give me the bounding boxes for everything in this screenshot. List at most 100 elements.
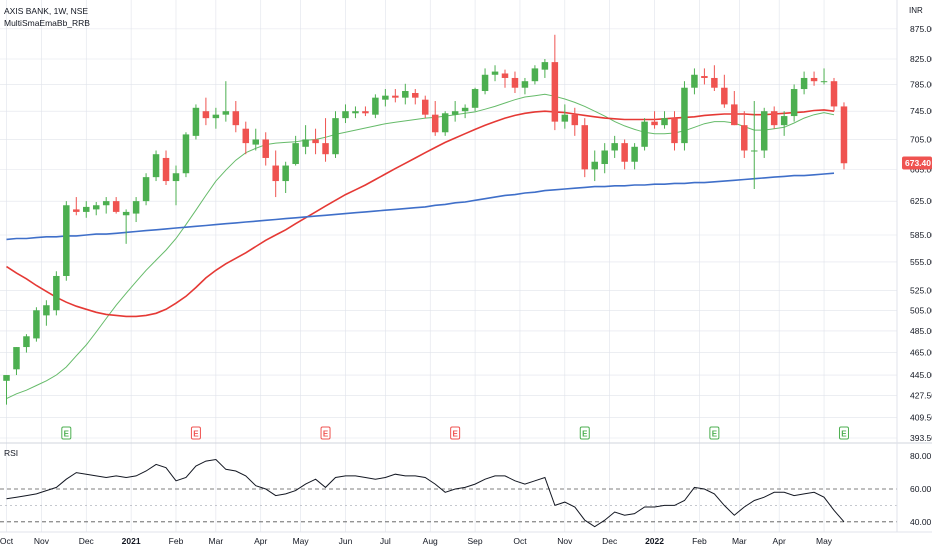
- candle: [511, 71, 519, 93]
- candle: [122, 209, 130, 244]
- candle-body: [92, 205, 100, 210]
- candle-body: [312, 139, 319, 144]
- time-tick-label: Mar: [209, 536, 224, 546]
- candle: [92, 201, 100, 216]
- candle-body: [741, 125, 748, 151]
- candle-body: [202, 111, 210, 119]
- earnings-letter: E: [841, 430, 847, 439]
- candle: [651, 111, 658, 129]
- time-tick-label: Dec: [79, 536, 95, 546]
- time-tick-label: Mar: [732, 536, 747, 546]
- candle: [172, 165, 180, 206]
- candle: [770, 106, 778, 129]
- candle: [83, 201, 90, 218]
- candle: [621, 139, 628, 170]
- indicator-name[interactable]: MultiSmaEmaBb_RRB: [4, 18, 90, 28]
- earnings-flag: [61, 426, 72, 440]
- candle: [810, 71, 818, 86]
- rsi-line: [6, 458, 845, 528]
- candle: [780, 111, 788, 136]
- earnings-letter: E: [452, 430, 458, 439]
- earnings-marker[interactable]: E: [579, 426, 590, 440]
- candle-body: [412, 92, 419, 98]
- price-tick-label: 525.00: [910, 285, 932, 295]
- earnings-marker[interactable]: E: [450, 426, 461, 440]
- candle-body: [242, 128, 250, 144]
- candle: [3, 375, 10, 405]
- time-tick-label: Dec: [602, 536, 618, 546]
- candle-body: [132, 201, 140, 214]
- candle: [840, 102, 848, 170]
- candle-body: [461, 107, 469, 112]
- candle-body: [701, 76, 708, 78]
- candle-body: [342, 111, 349, 119]
- candle-body: [511, 77, 519, 88]
- earnings-letter: E: [712, 430, 718, 439]
- time-tick-label: Feb: [692, 536, 707, 546]
- candle-body: [521, 81, 529, 88]
- candle-body: [302, 139, 309, 147]
- earnings-marker[interactable]: E: [709, 426, 720, 440]
- candle-body: [431, 114, 439, 133]
- price-tick-label: 705.00: [910, 134, 932, 144]
- candle-body: [820, 81, 828, 83]
- candle: [451, 101, 459, 122]
- candle: [372, 94, 379, 119]
- candle: [142, 173, 150, 206]
- rsi-axis[interactable]: 80.00 60.00 40.00: [910, 451, 932, 527]
- price-axis[interactable]: 875.00825.00785.00745.00705.00665.00625.…: [910, 24, 932, 443]
- time-tick-label: Feb: [169, 536, 184, 546]
- candle-body: [122, 211, 130, 216]
- candle: [741, 111, 748, 158]
- candle-body: [142, 177, 150, 202]
- candle-body: [3, 375, 10, 381]
- candle: [192, 104, 200, 140]
- candle-body: [332, 118, 339, 155]
- candle: [232, 101, 240, 133]
- candle-body: [501, 73, 509, 78]
- candle: [731, 91, 738, 126]
- time-tick-label: May: [816, 536, 833, 546]
- candle-body: [43, 305, 50, 316]
- price-tick-label: 875.00: [910, 24, 932, 34]
- rsi-tick-label: 40.00: [910, 517, 932, 527]
- earnings-marker[interactable]: E: [838, 426, 849, 440]
- rsi-tick-label: 80.00: [910, 451, 932, 461]
- earnings-flag: [190, 426, 201, 440]
- symbol-title[interactable]: AXIS BANK, 1W, NSE: [4, 6, 88, 16]
- time-tick-label: Jul: [380, 536, 391, 546]
- candle: [312, 128, 319, 155]
- candle: [33, 307, 40, 342]
- candle: [23, 334, 30, 353]
- candle: [641, 118, 648, 151]
- candle: [212, 107, 220, 129]
- candle-body: [451, 111, 459, 115]
- earnings-flag: [320, 426, 331, 440]
- earnings-marker[interactable]: E: [61, 426, 72, 440]
- candle-body: [33, 310, 40, 339]
- earnings-letter: E: [64, 430, 70, 439]
- candle: [721, 74, 728, 108]
- time-tick-label: Nov: [34, 536, 50, 546]
- time-axis[interactable]: Oct Nov Dec 2021 Feb Mar Apr May Jun Jul Aug Sep Oct…: [0, 536, 833, 546]
- earnings-marker[interactable]: E: [190, 426, 201, 440]
- ema-mid-line: [6, 109, 835, 318]
- candle: [342, 104, 349, 124]
- candle-body: [102, 201, 110, 206]
- candle-body: [53, 275, 60, 311]
- currency-label[interactable]: INR: [909, 6, 923, 15]
- candle: [601, 143, 608, 174]
- earnings-marker[interactable]: E: [320, 426, 331, 440]
- candle-body: [73, 209, 80, 212]
- candle-body: [282, 165, 289, 182]
- candle-body: [691, 74, 698, 88]
- candle-body: [681, 87, 688, 144]
- rsi-label[interactable]: RSI: [4, 448, 18, 458]
- candle: [362, 106, 369, 117]
- price-tick-label: 485.00: [910, 326, 932, 336]
- candle-body: [721, 87, 728, 105]
- candle-body: [362, 111, 369, 114]
- time-tick-label: May: [293, 536, 310, 546]
- candle-body: [491, 71, 499, 75]
